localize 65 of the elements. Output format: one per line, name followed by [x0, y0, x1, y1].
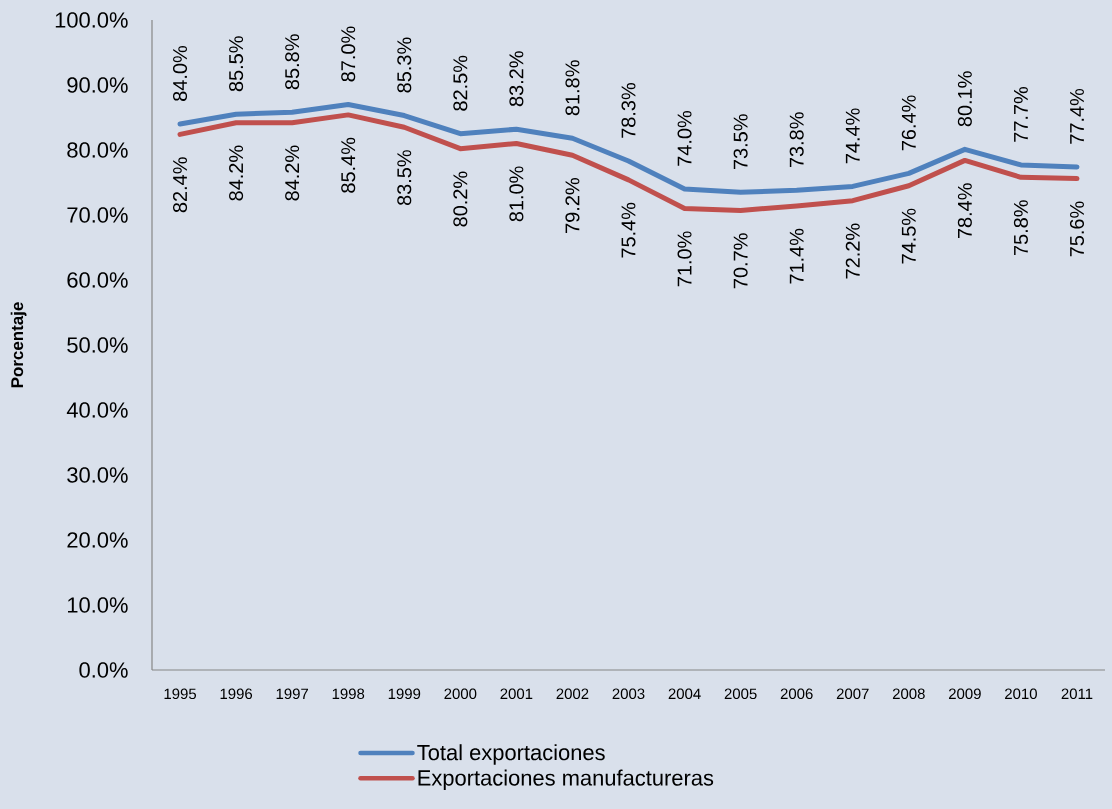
data-label: 75.8% — [1013, 200, 1028, 255]
data-label: 76.4% — [901, 95, 916, 151]
y-axis-title: Porcentaje — [10, 302, 27, 388]
data-label: 81.0% — [509, 166, 524, 222]
x-tick-label: 2005 — [724, 688, 757, 700]
y-tick-label: 0.0% — [79, 662, 128, 678]
data-label: 85.5% — [229, 36, 244, 92]
y-tick-label: 50.0% — [67, 337, 128, 353]
data-label: 75.4% — [621, 202, 636, 258]
data-label: 81.8% — [565, 60, 580, 116]
x-tick-label: 1996 — [220, 688, 253, 700]
x-tick-label: 2006 — [780, 688, 813, 700]
x-tick-label: 2003 — [612, 688, 645, 700]
data-label: 72.2% — [845, 223, 860, 279]
data-label: 78.3% — [621, 83, 636, 138]
x-tick-label: 2004 — [668, 688, 701, 700]
data-label: 84.0% — [172, 46, 188, 101]
data-label: 74.5% — [901, 208, 916, 264]
legend-label: Total exportaciones — [417, 744, 605, 765]
data-label: 82.5% — [453, 55, 468, 111]
x-tick-label: 2009 — [948, 688, 981, 700]
y-tick-label: 70.0% — [67, 207, 128, 223]
data-label: 82.4% — [172, 157, 188, 213]
data-label: 73.5% — [733, 114, 748, 170]
x-tick-label: 2010 — [1005, 688, 1037, 700]
x-tick-label: 1997 — [276, 688, 309, 700]
x-tick-label: 2008 — [892, 688, 925, 700]
data-label: 83.5% — [397, 150, 412, 206]
legend-label: Exportaciones manufactureras — [418, 769, 714, 790]
data-label: 79.2% — [565, 178, 580, 233]
data-label: 85.8% — [285, 34, 300, 90]
data-label: 84.2% — [285, 145, 300, 201]
x-tick-label: 2000 — [444, 688, 477, 700]
data-label: 71.4% — [789, 228, 804, 284]
x-tick-label: 1998 — [332, 688, 365, 700]
data-label: 78.4% — [957, 183, 972, 239]
y-tick-label: 90.0% — [67, 77, 128, 93]
y-tick-label: 10.0% — [68, 597, 128, 613]
y-tick-label: 40.0% — [66, 402, 128, 418]
x-tick-label: 2007 — [836, 688, 869, 700]
y-tick-label: 20.0% — [67, 532, 128, 548]
data-label: 83.2% — [509, 51, 524, 107]
data-label: 74.0% — [677, 111, 692, 166]
y-tick-label: 60.0% — [67, 272, 128, 288]
data-label: 77.7% — [1013, 86, 1028, 142]
data-label: 80.1% — [957, 71, 972, 127]
data-label: 77.4% — [1070, 88, 1084, 144]
data-label: 87.0% — [341, 26, 356, 82]
y-tick-label: 100.0% — [55, 12, 128, 28]
x-tick-label: 1999 — [388, 688, 421, 700]
y-tick-label: 30.0% — [67, 467, 128, 483]
x-tick-label: 2001 — [500, 688, 533, 700]
data-label: 70.7% — [733, 233, 748, 289]
y-tick-label: 80.0% — [67, 142, 128, 158]
data-label: 74.4% — [845, 108, 860, 164]
x-tick-label: 2011 — [1061, 688, 1093, 700]
data-label: 85.3% — [397, 37, 412, 93]
data-label: 75.6% — [1069, 201, 1085, 257]
x-tick-label: 2002 — [556, 688, 589, 700]
data-label: 73.8% — [789, 112, 804, 168]
x-tick-label: 1995 — [164, 688, 197, 700]
data-label: 85.4% — [341, 137, 356, 193]
data-label: 80.2% — [453, 171, 468, 227]
data-label: 71.0% — [677, 231, 692, 287]
data-label: 84.2% — [229, 145, 244, 201]
